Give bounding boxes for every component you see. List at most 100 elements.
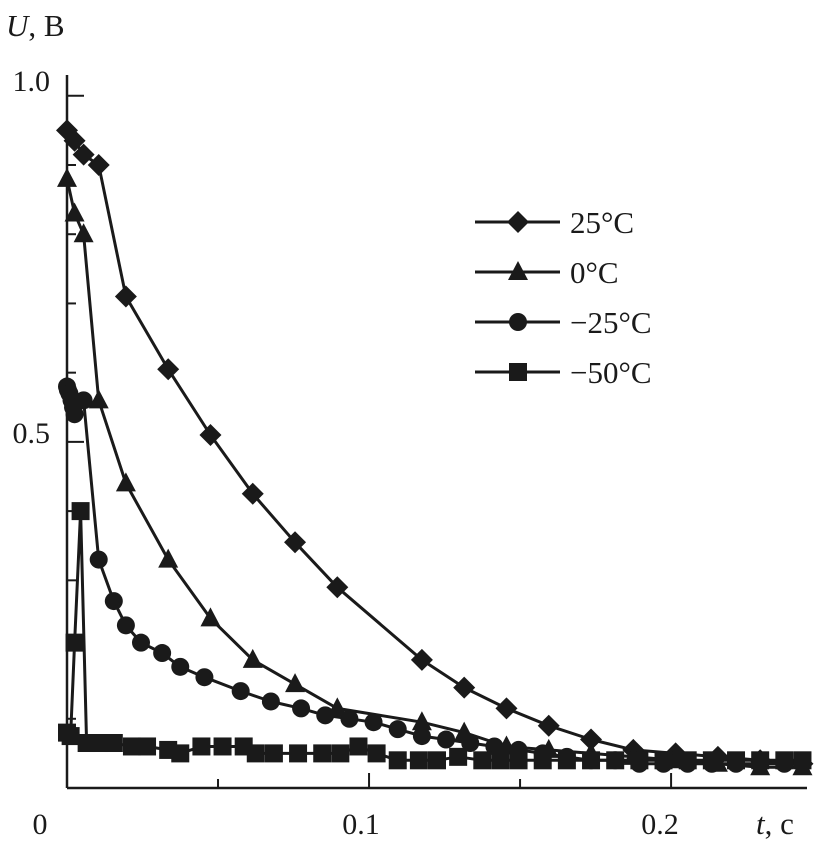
point-series-3-18 <box>331 744 350 763</box>
point-series-0-4 <box>114 285 137 308</box>
point-series-2-17 <box>316 706 335 725</box>
y-axis-name: U <box>6 8 31 43</box>
point-series-3-12 <box>213 737 232 756</box>
point-series-1-3 <box>88 389 109 409</box>
point-series-3-2 <box>65 633 84 652</box>
point-series-0-10 <box>410 648 433 671</box>
point-series-1-8 <box>285 673 306 693</box>
legend-label-2: −25°C <box>570 305 652 340</box>
point-series-3-28 <box>533 751 552 770</box>
point-series-3-23 <box>428 751 446 770</box>
point-series-0-5 <box>157 358 180 381</box>
series-line-1 <box>65 178 803 769</box>
point-series-2-11 <box>153 644 172 663</box>
point-series-2-19 <box>364 713 383 732</box>
point-series-3-32 <box>630 751 649 770</box>
point-series-2-6 <box>74 391 93 410</box>
axes <box>65 75 807 790</box>
legend-marker-0 <box>507 211 529 233</box>
point-series-2-20 <box>388 720 407 739</box>
point-series-0-7 <box>241 482 264 505</box>
point-series-2-9 <box>116 616 135 635</box>
legend-marker-3 <box>509 363 527 381</box>
point-series-3-16 <box>289 744 308 763</box>
legend-marker-1 <box>508 261 528 280</box>
point-series-3-39 <box>793 751 812 770</box>
x-tick-label-0: 0 <box>33 808 48 841</box>
point-series-0-8 <box>284 531 307 554</box>
point-series-2-14 <box>231 682 250 701</box>
y-axis-unit: , В <box>28 8 64 43</box>
point-series-3-37 <box>751 751 770 770</box>
x-tick-label-1: 0.1 <box>342 808 380 841</box>
point-series-0-11 <box>453 676 476 699</box>
y-axis-label: U, В <box>6 8 65 43</box>
y-tick-label-0: 0.5 <box>13 417 51 450</box>
point-series-0-13 <box>537 714 560 737</box>
point-series-3-5 <box>89 734 108 753</box>
point-series-0-2 <box>72 143 95 166</box>
point-series-2-7 <box>89 550 108 569</box>
legend-marker-shape-3 <box>509 363 527 381</box>
legend-item-3: −50°C <box>475 355 652 390</box>
legend-label-3: −50°C <box>570 355 652 390</box>
point-series-3-27 <box>509 751 528 770</box>
point-series-0-9 <box>326 576 349 599</box>
point-series-1-1 <box>64 202 85 222</box>
point-series-1-10 <box>411 711 432 731</box>
point-series-2-10 <box>132 633 150 652</box>
point-series-3-21 <box>388 751 407 770</box>
point-series-3-24 <box>449 747 468 766</box>
point-series-0-1 <box>63 129 86 152</box>
point-series-0-12 <box>495 697 518 720</box>
legend-label-1: 0°C <box>570 255 619 290</box>
point-series-3-6 <box>104 734 123 753</box>
x-axis-unit: , с <box>765 806 794 841</box>
point-series-3-38 <box>775 751 794 770</box>
point-series-2-12 <box>171 657 190 676</box>
point-series-1-4 <box>115 472 136 492</box>
point-series-3-35 <box>702 751 721 770</box>
legend-label-0: 25°C <box>570 205 634 240</box>
point-series-3-31 <box>606 751 625 770</box>
point-series-3-22 <box>409 751 428 770</box>
point-series-3-11 <box>192 737 211 756</box>
point-series-2-23 <box>461 734 480 753</box>
point-series-2-18 <box>340 709 359 728</box>
point-series-1-0 <box>57 167 77 187</box>
point-series-3-34 <box>678 751 697 770</box>
point-series-3-29 <box>557 751 576 770</box>
series-line-3 <box>65 509 803 762</box>
x-axis-label: t, с <box>756 806 794 841</box>
point-series-1-2 <box>73 223 94 243</box>
point-series-2-5 <box>65 405 84 424</box>
y-tick-label-1: 1.0 <box>13 65 51 98</box>
point-series-3-25 <box>473 751 492 770</box>
legend-item-2: −25°C <box>475 305 652 340</box>
point-series-2-22 <box>437 730 456 749</box>
point-series-3-19 <box>349 737 368 756</box>
point-series-1-6 <box>200 607 221 627</box>
point-series-3-14 <box>246 744 265 763</box>
point-series-3-17 <box>313 744 332 763</box>
series-markers <box>56 119 814 776</box>
legend-marker-2 <box>509 313 527 331</box>
point-series-3-3 <box>71 502 90 521</box>
point-series-1-7 <box>242 648 263 668</box>
point-series-2-21 <box>412 727 431 746</box>
point-series-3-30 <box>582 751 601 770</box>
point-series-0-6 <box>199 423 222 446</box>
x-tick-label-2: 0.2 <box>641 808 679 841</box>
point-series-2-16 <box>292 699 311 718</box>
series-line-2 <box>65 386 803 766</box>
point-series-1-5 <box>158 548 179 568</box>
legend-marker-shape-2 <box>509 313 527 331</box>
point-series-3-26 <box>491 751 510 770</box>
ticks <box>67 94 673 788</box>
point-series-2-24 <box>485 737 504 756</box>
point-series-3-1 <box>61 727 80 746</box>
point-series-2-15 <box>261 692 280 711</box>
point-series-0-14 <box>580 728 603 751</box>
point-series-3-20 <box>367 744 386 763</box>
